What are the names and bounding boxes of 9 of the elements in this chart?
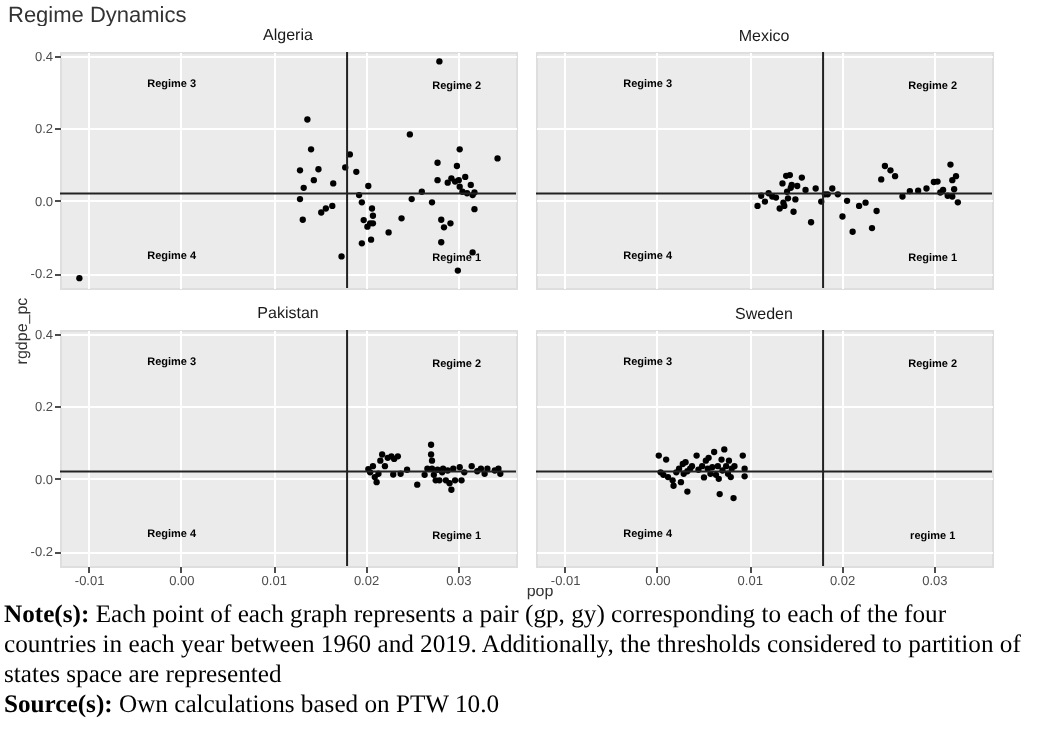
y-axis-title: rgdpe_pc	[13, 295, 31, 369]
chart-title: Algeria	[263, 25, 314, 44]
chart-title: Sweden	[735, 305, 793, 323]
source-note: Source(s): Own calculations based on PTW 10.0	[4, 690, 502, 720]
text: Regime Dynamics	[8, 4, 189, 28]
x-axis-title: pop	[526, 582, 554, 600]
chart-title: Pakistan	[257, 303, 319, 322]
chart-title: Mexico	[738, 27, 791, 45]
text: Note(s): Each point of each graph represents a pair (gp, gy) corresponding to each of the four countries in each year between 1960 and 2019. Additionally, the thresholds considered to partition of states space are represented	[4, 600, 1023, 690]
